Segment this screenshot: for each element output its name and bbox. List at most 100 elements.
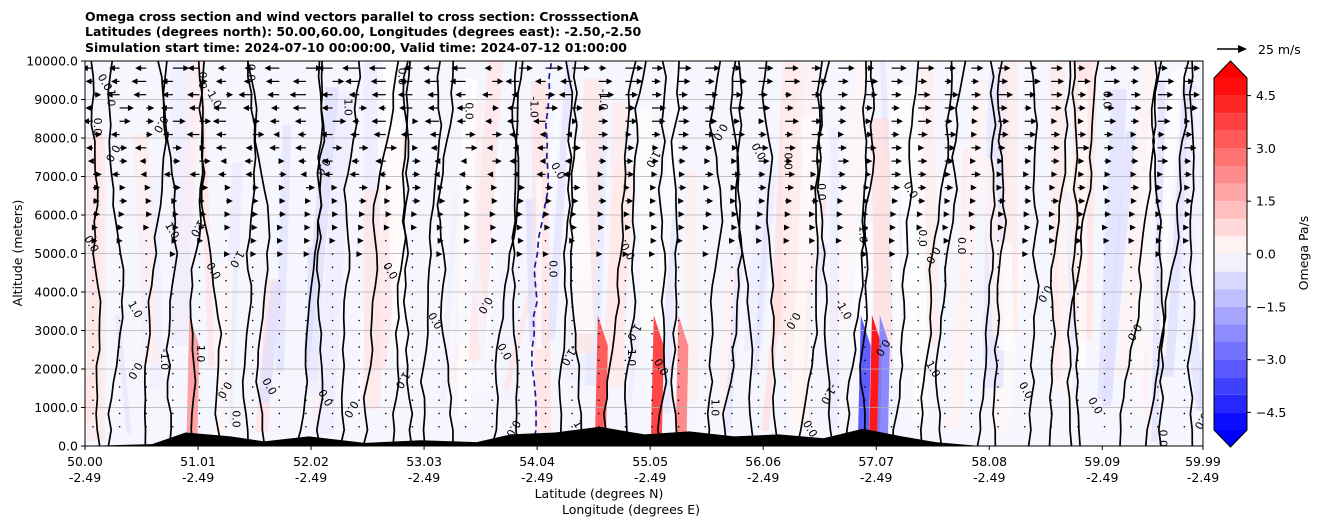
wind-vector	[1077, 359, 1079, 362]
wind-vector	[491, 346, 494, 348]
wind-vector-head	[485, 118, 492, 125]
wind-vector-head	[597, 211, 604, 218]
wind-vector-head	[161, 78, 168, 85]
wind-vector-head	[183, 65, 190, 72]
wind-vector-head	[430, 144, 437, 151]
wind-vector-head	[162, 91, 169, 98]
wind-vector	[1103, 266, 1106, 269]
wind-vector-head	[1055, 104, 1062, 111]
wind-vector-head	[269, 118, 276, 125]
wind-vector-head	[277, 224, 284, 231]
wind-vector-head	[625, 131, 632, 138]
wind-vector	[784, 412, 786, 415]
wind-vector-head	[703, 184, 710, 191]
wind-vector	[198, 319, 201, 322]
wind-vector-head	[205, 118, 212, 125]
colorbar-segment	[1214, 95, 1247, 114]
wind-vector-head	[999, 144, 1006, 151]
wind-vector	[810, 425, 813, 428]
wind-vector	[118, 332, 121, 335]
wind-vector-head	[506, 104, 513, 111]
wind-vector	[1077, 319, 1079, 322]
wind-vector-head	[1077, 118, 1084, 125]
wind-vector	[92, 279, 94, 282]
wind-vector	[1183, 253, 1186, 255]
wind-vector-head	[599, 104, 606, 111]
wind-vector	[331, 293, 334, 295]
wind-vector	[278, 412, 281, 415]
wind-vector	[145, 372, 148, 375]
wind-vector-head	[358, 224, 365, 231]
y-tick-label: 1000.0	[34, 400, 78, 415]
wind-vector-head	[265, 78, 272, 85]
wind-vector	[1103, 399, 1106, 401]
wind-vector-head	[362, 144, 369, 151]
wind-vector-head	[1183, 237, 1190, 244]
wind-vector-head	[1133, 65, 1140, 72]
wind-vector-head	[527, 65, 534, 72]
wind-vector	[997, 386, 999, 388]
wind-vector-head	[224, 211, 231, 218]
wind-vector	[784, 359, 786, 362]
wind-vector-head	[949, 144, 956, 151]
wind-vector-head	[839, 171, 846, 178]
wind-vector-head	[608, 91, 615, 98]
wind-vector-head	[734, 118, 741, 125]
wind-vector-head	[946, 118, 953, 125]
wind-vector-head	[679, 171, 686, 178]
wind-vector-head	[121, 144, 128, 151]
wind-vector	[118, 319, 121, 322]
wind-vector	[438, 346, 440, 348]
wind-vector	[491, 386, 494, 388]
wind-vector-head	[841, 184, 848, 191]
wind-vector	[225, 386, 227, 388]
wind-vector	[1023, 399, 1026, 401]
contour-label: 0.0	[1156, 430, 1169, 448]
wind-vector-head	[756, 237, 763, 244]
wind-vector	[331, 399, 334, 401]
wind-vector-head	[280, 171, 287, 178]
wind-vector	[278, 266, 281, 269]
wind-vector-head	[174, 184, 181, 191]
wind-vector-head	[245, 144, 252, 151]
wind-vector	[970, 412, 973, 415]
wind-vector	[704, 293, 707, 295]
wind-vector	[92, 412, 94, 415]
wind-vector-head	[870, 144, 877, 151]
wind-vector	[198, 372, 201, 375]
wind-vector	[943, 253, 946, 255]
wind-vector-head	[464, 224, 471, 231]
wind-vector-head	[890, 211, 897, 218]
wind-vector-head	[1132, 78, 1139, 85]
wind-vector-head	[649, 211, 656, 218]
wind-vector	[278, 359, 281, 362]
wind-vector-head	[651, 171, 658, 178]
wind-vector	[864, 319, 866, 322]
wind-vector	[544, 346, 547, 348]
wind-vector-head	[1053, 158, 1060, 165]
wind-vector	[305, 332, 307, 335]
wind-vector-head	[1048, 211, 1055, 218]
wind-vector-head	[702, 224, 709, 231]
wind-vector	[411, 359, 414, 362]
wind-vector-head	[116, 237, 123, 244]
wind-vector	[890, 412, 893, 415]
wind-vector	[943, 359, 946, 362]
wind-vector-head	[94, 184, 101, 191]
wind-vector-head	[868, 65, 875, 72]
wind-vector-head	[678, 224, 685, 231]
wind-vector-head	[359, 211, 366, 218]
wind-vector	[943, 279, 946, 282]
wind-vector-head	[1029, 91, 1036, 98]
colorbar: 4.5 3.0 1.5 0.0 −1.5 −3.0 −4.5	[1213, 60, 1286, 448]
wind-vector-head	[278, 184, 285, 191]
wind-vector-head	[602, 144, 609, 151]
x-axis: 50.00-2.4951.01-2.4952.02-2.4953.03-2.49…	[67, 446, 1221, 485]
wind-vector	[917, 425, 919, 428]
wind-vector	[411, 412, 414, 415]
wind-vector	[1023, 386, 1026, 388]
contour-line	[1027, 61, 1040, 446]
wind-vector	[651, 293, 653, 295]
wind-vector	[305, 425, 307, 428]
